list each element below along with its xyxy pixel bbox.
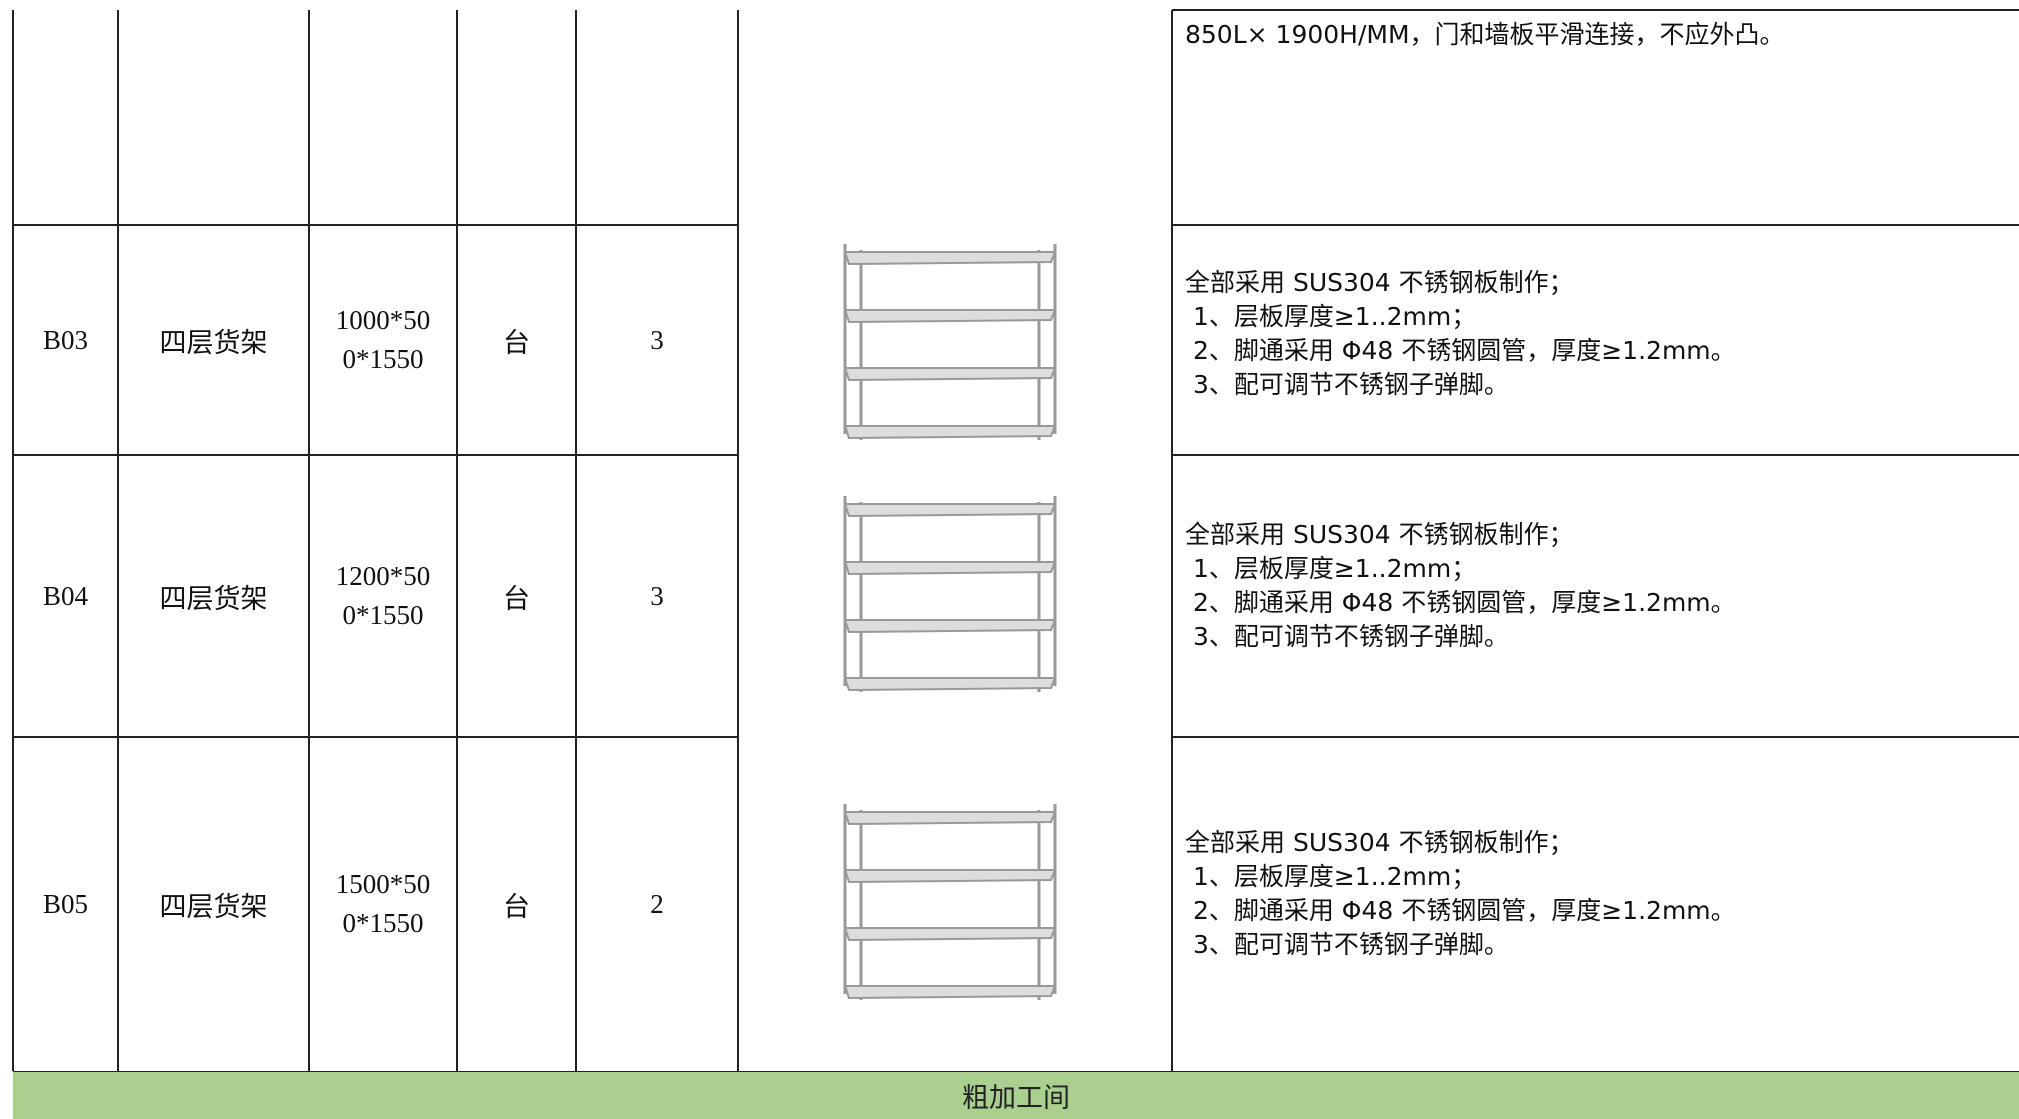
- shelf-part: [843, 677, 1057, 692]
- shelf-part: [843, 561, 1057, 576]
- spec: 1000*500*1550: [335, 304, 431, 374]
- unit: 台: [503, 891, 530, 922]
- description-line: 1、层板厚度≥1..2mm；: [1185, 554, 1477, 583]
- description-line: 850L× 1900H/MM，门和墙板平滑连接，不应外凸。: [1185, 20, 1785, 49]
- unit: 台: [503, 327, 530, 358]
- shelf-part: [843, 811, 1057, 826]
- code: B03: [42, 324, 88, 355]
- cell-code: B05: [13, 737, 118, 1071]
- cell-name: 四层货架: [118, 737, 309, 1071]
- shelf-part: [843, 503, 1057, 518]
- qty: 3: [650, 324, 664, 355]
- name: 四层货架: [159, 583, 268, 614]
- cell-code: B04: [13, 455, 118, 737]
- cell-unit: 台: [457, 225, 576, 455]
- description-line: 1、层板厚度≥1..2mm；: [1185, 302, 1477, 331]
- description: 850L× 1900H/MM，门和墙板平滑连接，不应外凸。: [1185, 18, 1785, 52]
- qty: 2: [650, 888, 664, 919]
- spec: 1200*500*1550: [335, 560, 431, 630]
- cell-qty: 3: [576, 455, 738, 737]
- shelf-part: [843, 309, 1057, 324]
- cell-spec: 1200*500*1550: [309, 455, 457, 737]
- cell-spec: 1000*500*1550: [309, 225, 457, 455]
- qty: 3: [650, 580, 664, 611]
- description-line: 3、配可调节不锈钢子弹脚。: [1185, 370, 1509, 399]
- description-line: 全部采用 SUS304 不锈钢板制作；: [1185, 520, 1574, 549]
- shelf-part: [843, 425, 1057, 440]
- unit: 台: [503, 583, 530, 614]
- code: B05: [42, 888, 88, 919]
- cell-name: 四层货架: [118, 455, 309, 737]
- cell-unit: 台: [457, 737, 576, 1071]
- shelf-part: [843, 251, 1057, 266]
- section-band: 粗加工间: [13, 1071, 2019, 1119]
- spec: 1500*500*1550: [335, 868, 431, 938]
- shelf-part: [843, 367, 1057, 382]
- description-line: 全部采用 SUS304 不锈钢板制作；: [1185, 268, 1574, 297]
- description-line: 2、脚通采用 Φ48 不锈钢圆管，厚度≥1.2mm。: [1185, 336, 1736, 365]
- description-line: 2、脚通采用 Φ48 不锈钢圆管，厚度≥1.2mm。: [1185, 588, 1736, 617]
- code: B04: [42, 580, 88, 611]
- section-title: 粗加工间: [962, 1083, 1070, 1114]
- description-line: 全部采用 SUS304 不锈钢板制作；: [1185, 828, 1574, 857]
- cell-name: 四层货架: [118, 225, 309, 455]
- description-line: 3、配可调节不锈钢子弹脚。: [1185, 930, 1509, 959]
- cell-code: B03: [13, 225, 118, 455]
- shelf-part: [843, 619, 1057, 634]
- description-line: 1、层板厚度≥1..2mm；: [1185, 862, 1477, 891]
- description: 全部采用 SUS304 不锈钢板制作； 1、层板厚度≥1..2mm； 2、脚通采…: [1185, 518, 1736, 654]
- cell-qty: 3: [576, 225, 738, 455]
- shelf-part: [843, 869, 1057, 884]
- shelf-part: [843, 985, 1057, 1000]
- description-line: 3、配可调节不锈钢子弹脚。: [1185, 622, 1509, 651]
- cell-qty: 2: [576, 737, 738, 1071]
- name: 四层货架: [159, 327, 268, 358]
- description: 全部采用 SUS304 不锈钢板制作； 1、层板厚度≥1..2mm； 2、脚通采…: [1185, 266, 1736, 402]
- description: 全部采用 SUS304 不锈钢板制作； 1、层板厚度≥1..2mm； 2、脚通采…: [1185, 826, 1736, 962]
- description-line: 2、脚通采用 Φ48 不锈钢圆管，厚度≥1.2mm。: [1185, 896, 1736, 925]
- cell-spec: 1500*500*1550: [309, 737, 457, 1071]
- name: 四层货架: [159, 891, 268, 922]
- cell-unit: 台: [457, 455, 576, 737]
- shelf-part: [843, 927, 1057, 942]
